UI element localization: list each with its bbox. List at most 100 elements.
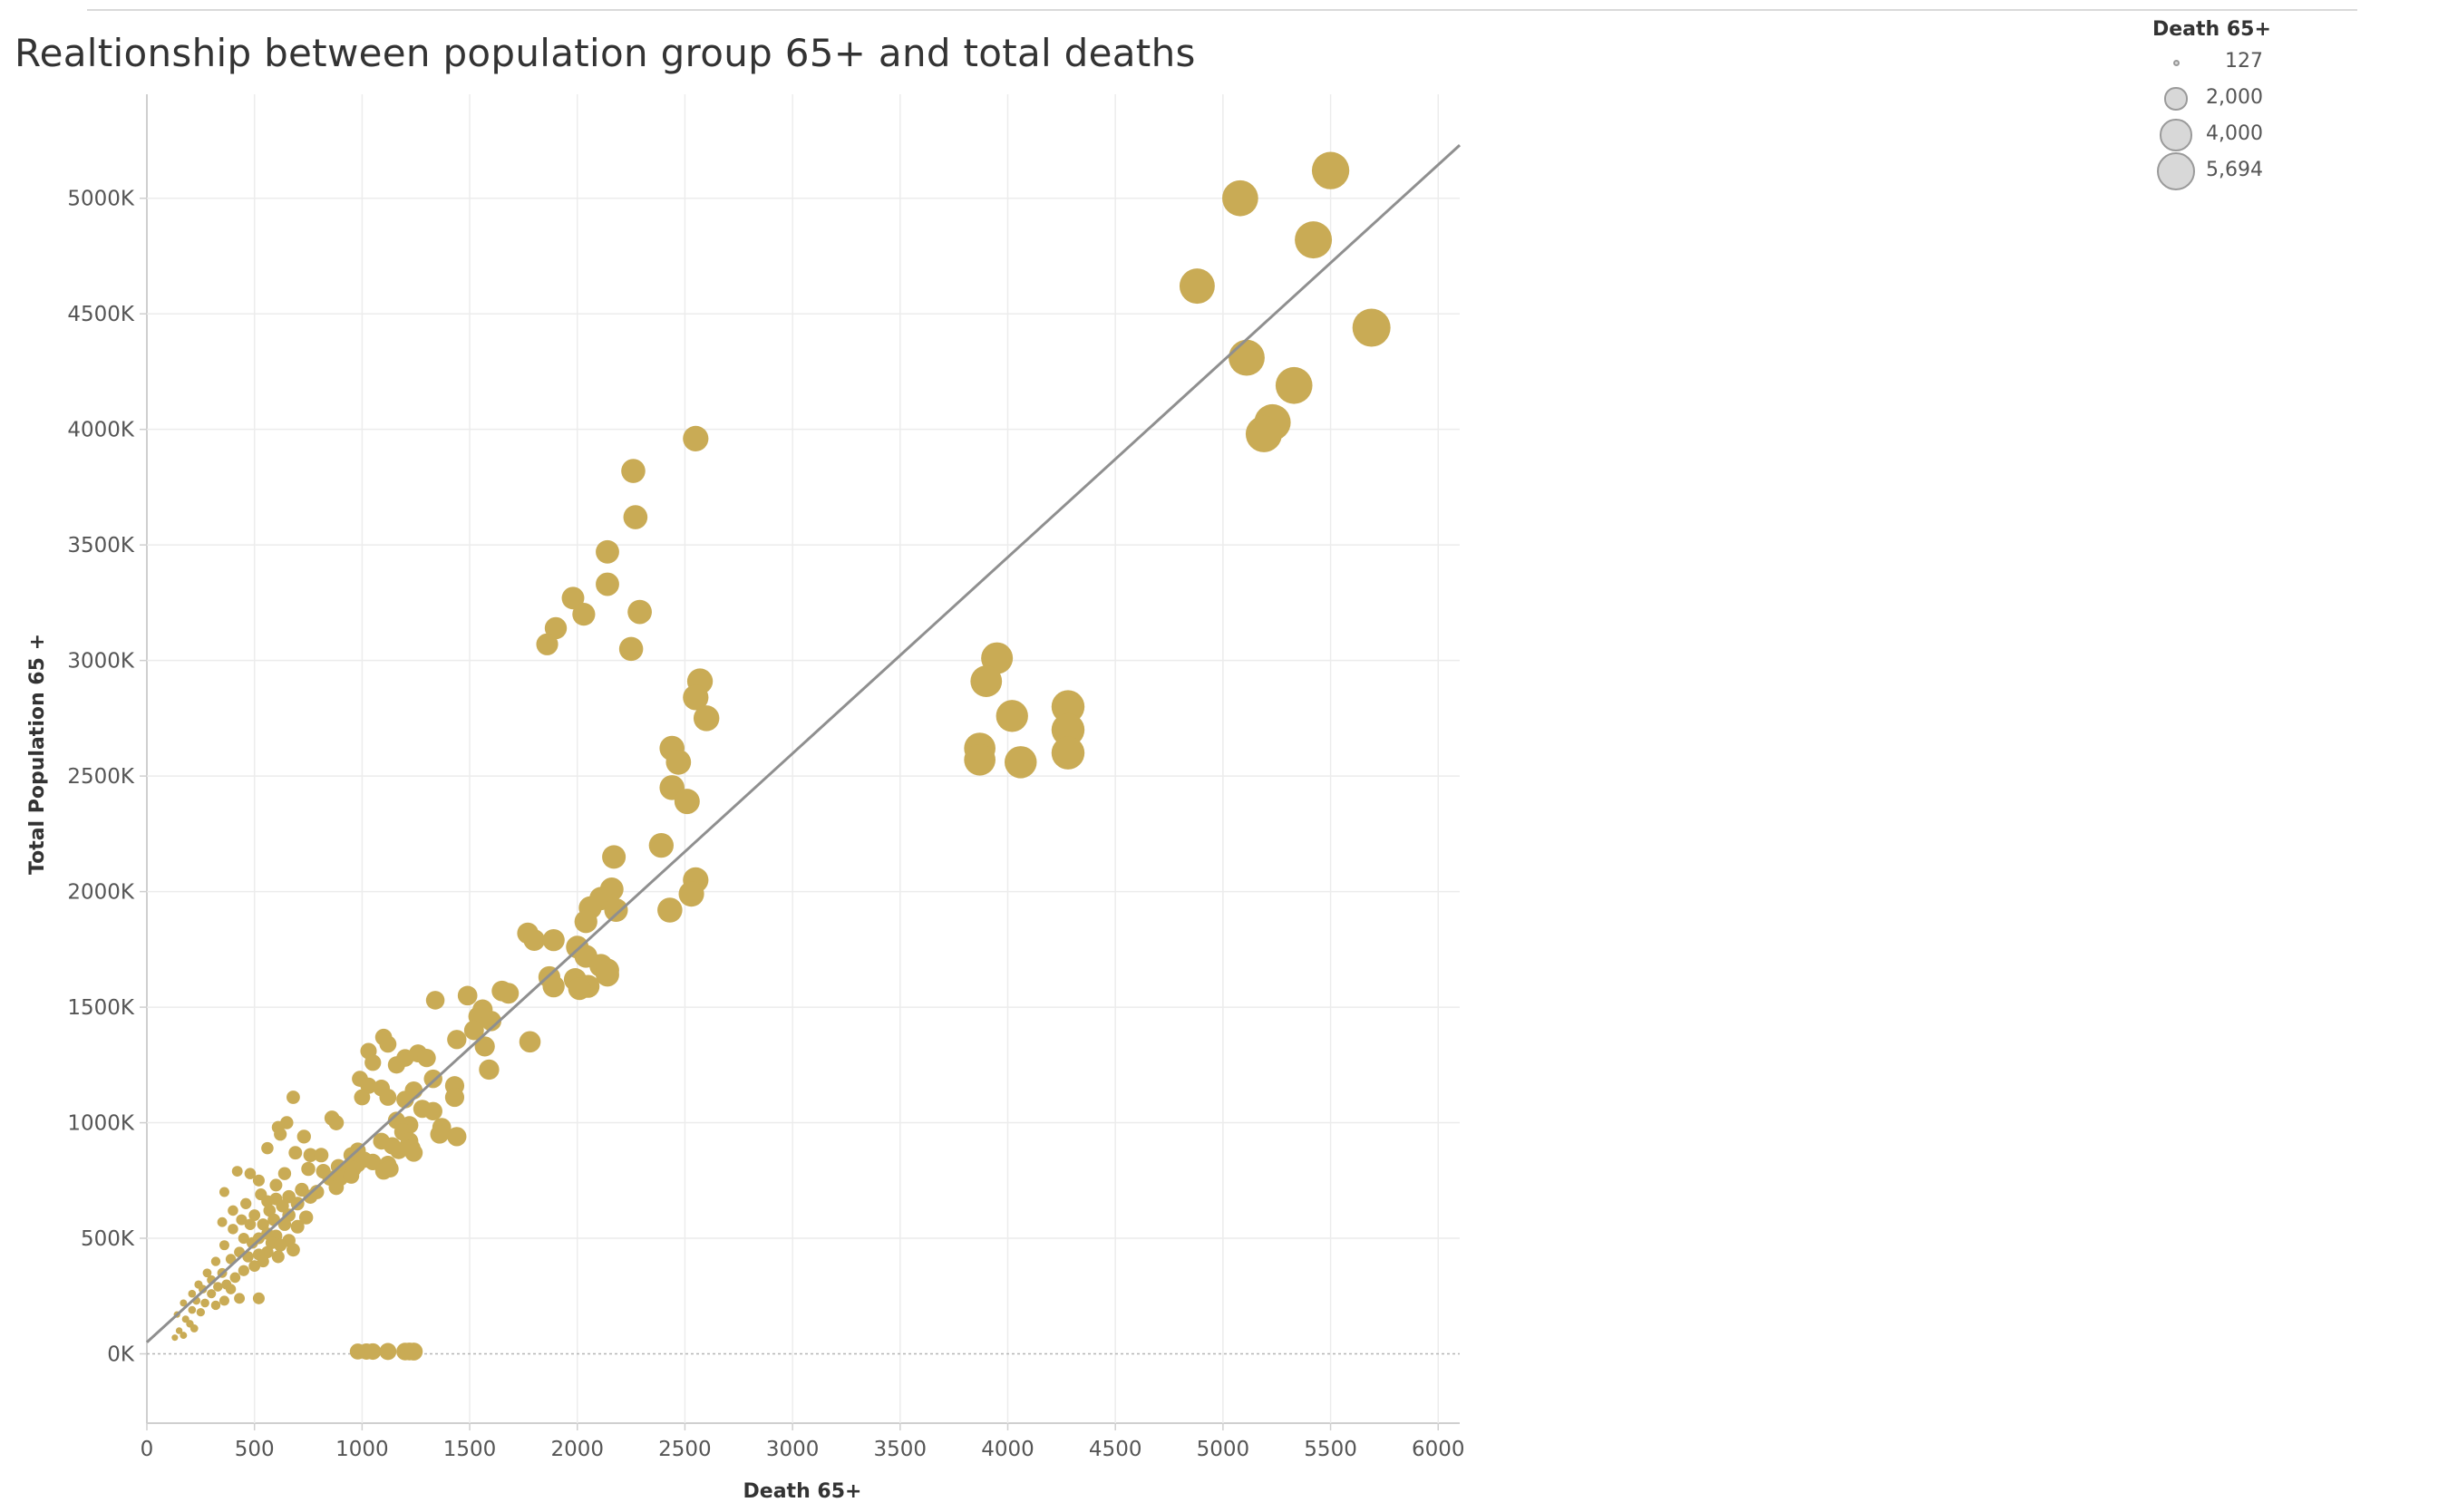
data-point: [210, 1300, 221, 1311]
data-point: [244, 1168, 257, 1179]
size-legend: Death 65+ 127 2,000 4,000 5,694: [2140, 18, 2375, 190]
data-point: [404, 1143, 423, 1162]
data-point: [328, 1115, 345, 1130]
data-point: [574, 910, 597, 934]
data-point: [1352, 308, 1391, 347]
y-tick-label: 2500K: [67, 765, 135, 789]
data-point: [252, 1292, 265, 1304]
data-point: [188, 1289, 197, 1298]
data-point: [261, 1141, 274, 1155]
data-point: [481, 1011, 502, 1032]
data-point: [1311, 151, 1350, 189]
data-point: [234, 1293, 246, 1304]
data-point: [274, 1128, 287, 1141]
x-tick-label: 4000: [981, 1438, 1034, 1461]
data-point: [219, 1240, 229, 1251]
data-point: [1222, 179, 1258, 217]
data-point: [387, 1056, 405, 1074]
data-point: [1295, 221, 1333, 259]
data-point: [175, 1327, 183, 1334]
data-point: [683, 684, 709, 711]
trend-line-layer: [145, 143, 1462, 1343]
y-tick-label: 4000K: [67, 419, 135, 442]
data-point: [263, 1204, 277, 1217]
data-point: [463, 1020, 484, 1041]
data-point: [354, 1089, 371, 1106]
data-point: [269, 1178, 283, 1192]
data-point: [523, 929, 546, 952]
data-point: [287, 1090, 300, 1104]
data-point: [301, 1161, 316, 1177]
x-tick-label: 5000: [1197, 1438, 1250, 1461]
data-point: [364, 1054, 382, 1071]
data-point: [257, 1255, 269, 1268]
data-point: [198, 1284, 208, 1294]
data-point: [678, 881, 704, 907]
data-point: [271, 1250, 285, 1264]
data-point: [964, 743, 996, 776]
data-point: [425, 991, 445, 1010]
data-point: [568, 977, 591, 1001]
scatter-plot: 0 500 1000 1500 2000 2500 3000 3500 4000 4500 5000…: [26, 94, 1465, 1503]
legend-label: 5,694: [2206, 159, 2263, 181]
data-point: [240, 1197, 252, 1209]
chart-title: Realtionship between population group 65…: [15, 31, 1196, 75]
data-point: [536, 633, 559, 655]
legend-item: 2,000: [2140, 81, 2375, 117]
data-point: [246, 1236, 258, 1249]
data-point: [657, 897, 683, 923]
y-tick-label: 5000K: [67, 188, 135, 211]
data-point: [303, 1148, 318, 1163]
data-point: [252, 1174, 265, 1187]
x-tick-label: 1000: [335, 1438, 389, 1461]
data-point: [180, 1332, 188, 1340]
data-point: [1004, 746, 1037, 779]
data-point: [618, 636, 644, 662]
data-point: [572, 603, 596, 626]
data-point: [228, 1205, 238, 1216]
data-point: [219, 1187, 229, 1197]
data-point: [498, 983, 520, 1004]
data-point: [1051, 736, 1085, 770]
data-point: [596, 539, 619, 564]
data-point: [423, 1101, 442, 1121]
data-point: [447, 1127, 467, 1147]
data-point: [996, 700, 1028, 732]
data-point: [604, 897, 628, 923]
data-point: [343, 1168, 360, 1184]
data-point: [314, 1148, 329, 1163]
data-point: [381, 1160, 399, 1178]
data-point: [417, 1049, 436, 1068]
data-point: [542, 928, 565, 952]
data-point: [207, 1289, 217, 1299]
x-tick-label: 2000: [550, 1438, 604, 1461]
legend-size-circle: [2160, 119, 2192, 151]
legend-item: 127: [2140, 44, 2375, 81]
legend-size-circle: [2164, 87, 2188, 111]
data-point: [202, 1268, 212, 1278]
legend-item: 4,000: [2140, 117, 2375, 153]
data-point: [1051, 712, 1085, 747]
data-point: [623, 505, 648, 529]
data-point: [238, 1265, 249, 1276]
data-point: [188, 1305, 197, 1314]
data-point: [479, 1059, 500, 1081]
data-point: [238, 1232, 249, 1245]
data-point: [277, 1167, 292, 1180]
data-point: [200, 1298, 209, 1308]
data-point: [364, 1342, 382, 1361]
data-point: [1245, 415, 1283, 452]
data-point: [1051, 690, 1085, 723]
data-point: [447, 1030, 467, 1050]
y-axis-ticks: 0K 500K 1000K 1500K 2000K 2500K 3000K 3500K 4000…: [67, 188, 147, 1367]
data-point: [288, 1146, 303, 1160]
data-point: [602, 845, 626, 869]
data-point: [210, 1256, 221, 1266]
data-point: [225, 1284, 237, 1294]
data-point: [196, 1307, 206, 1317]
legend-size-circle: [2172, 59, 2180, 66]
y-tick-label: 2000K: [67, 881, 135, 905]
trend-line: [145, 143, 1462, 1343]
data-point: [693, 705, 720, 732]
data-point: [228, 1224, 238, 1235]
